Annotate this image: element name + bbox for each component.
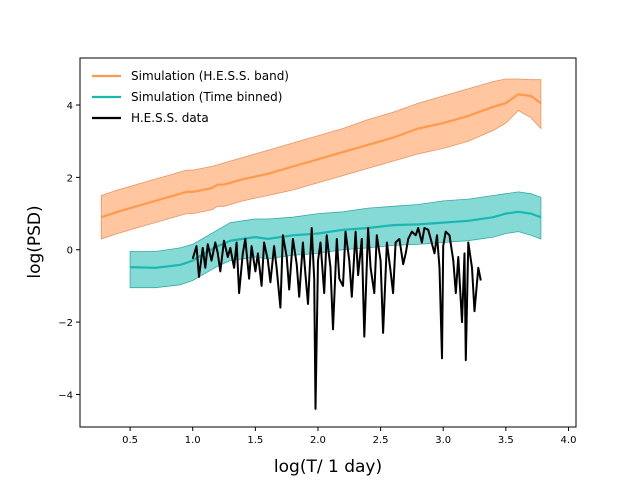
x-tick-label: 3.5 <box>498 435 514 446</box>
x-axis: 0.5 1.0 1.5 2.0 2.5 3.0 3.5 4.0 <box>122 427 576 446</box>
x-tick-label: 4.0 <box>561 435 577 446</box>
y-axis-title: log(PSD) <box>25 205 45 278</box>
x-tick-label: 1.5 <box>247 435 263 446</box>
x-tick-label: 2.5 <box>373 435 389 446</box>
x-tick-label: 1.0 <box>185 435 201 446</box>
y-tick-label: 2 <box>67 173 73 184</box>
legend-label-0: Simulation (H.E.S.S. band) <box>131 69 289 83</box>
y-axis: −4 −2 0 2 4 <box>58 101 80 401</box>
x-axis-title: log(T/ 1 day) <box>274 457 382 477</box>
x-tick-label: 3.0 <box>435 435 451 446</box>
y-tick-label: −2 <box>58 318 73 329</box>
legend-label-2: H.E.S.S. data <box>131 111 209 125</box>
series-2-line <box>191 227 482 410</box>
x-tick-label: 2.0 <box>310 435 326 446</box>
series-1-band <box>129 191 542 289</box>
y-tick-label: 0 <box>67 246 73 257</box>
legend-label-1: Simulation (Time binned) <box>131 90 282 104</box>
series-0-line <box>100 93 542 219</box>
y-tick-label: 4 <box>67 101 73 112</box>
x-tick-label: 0.5 <box>122 435 138 446</box>
y-tick-label: −4 <box>58 390 73 401</box>
plot-frame <box>79 57 577 428</box>
legend: Simulation (H.E.S.S. band) Simulation (Ti… <box>92 69 289 125</box>
plot-area <box>100 78 542 410</box>
